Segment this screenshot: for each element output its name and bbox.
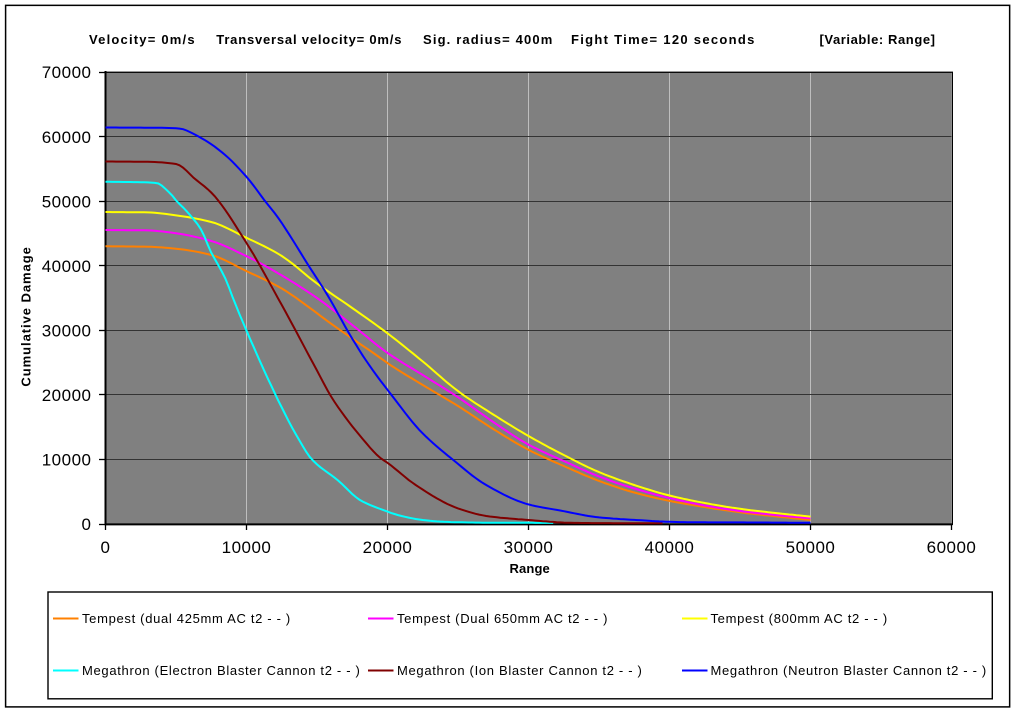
svg-text:0: 0 — [101, 538, 111, 557]
svg-text:Transversal velocity= 0m/s: Transversal velocity= 0m/s — [216, 32, 402, 47]
svg-text:40000: 40000 — [645, 538, 695, 557]
svg-text:Megathron (Neutron Blaster Can: Megathron (Neutron Blaster Cannon t2 - -… — [711, 663, 987, 678]
svg-text:40000: 40000 — [42, 257, 92, 276]
svg-text:50000: 50000 — [786, 538, 836, 557]
svg-text:Tempest (800mm AC t2 - - ): Tempest (800mm AC t2 - - ) — [711, 611, 888, 626]
svg-text:Range: Range — [509, 561, 549, 576]
svg-text:Megathron (Ion Blaster Cannon: Megathron (Ion Blaster Cannon t2 - - ) — [397, 663, 643, 678]
svg-text:Cumulative Damage: Cumulative Damage — [19, 246, 34, 386]
svg-text:Sig. radius= 400m: Sig. radius= 400m — [423, 32, 553, 47]
svg-text:0: 0 — [82, 515, 92, 534]
svg-text:[Variable: Range]: [Variable: Range] — [820, 32, 936, 47]
svg-text:Tempest (Dual 650mm AC t2 - -: Tempest (Dual 650mm AC t2 - - ) — [397, 611, 608, 626]
svg-text:50000: 50000 — [42, 192, 92, 211]
svg-text:10000: 10000 — [222, 538, 272, 557]
svg-text:Velocity= 0m/s: Velocity= 0m/s — [89, 32, 196, 47]
svg-text:30000: 30000 — [504, 538, 554, 557]
svg-text:70000: 70000 — [42, 63, 92, 82]
svg-text:60000: 60000 — [927, 538, 977, 557]
svg-text:30000: 30000 — [42, 321, 92, 340]
svg-text:Megathron (Electron Blaster Ca: Megathron (Electron Blaster Cannon t2 - … — [82, 663, 361, 678]
svg-text:20000: 20000 — [363, 538, 413, 557]
svg-text:Tempest (dual 425mm AC t2 - -: Tempest (dual 425mm AC t2 - - ) — [82, 611, 291, 626]
svg-text:60000: 60000 — [42, 128, 92, 147]
svg-text:10000: 10000 — [42, 451, 92, 470]
svg-text:Fight Time= 120 seconds: Fight Time= 120 seconds — [571, 32, 756, 47]
svg-text:20000: 20000 — [42, 386, 92, 405]
